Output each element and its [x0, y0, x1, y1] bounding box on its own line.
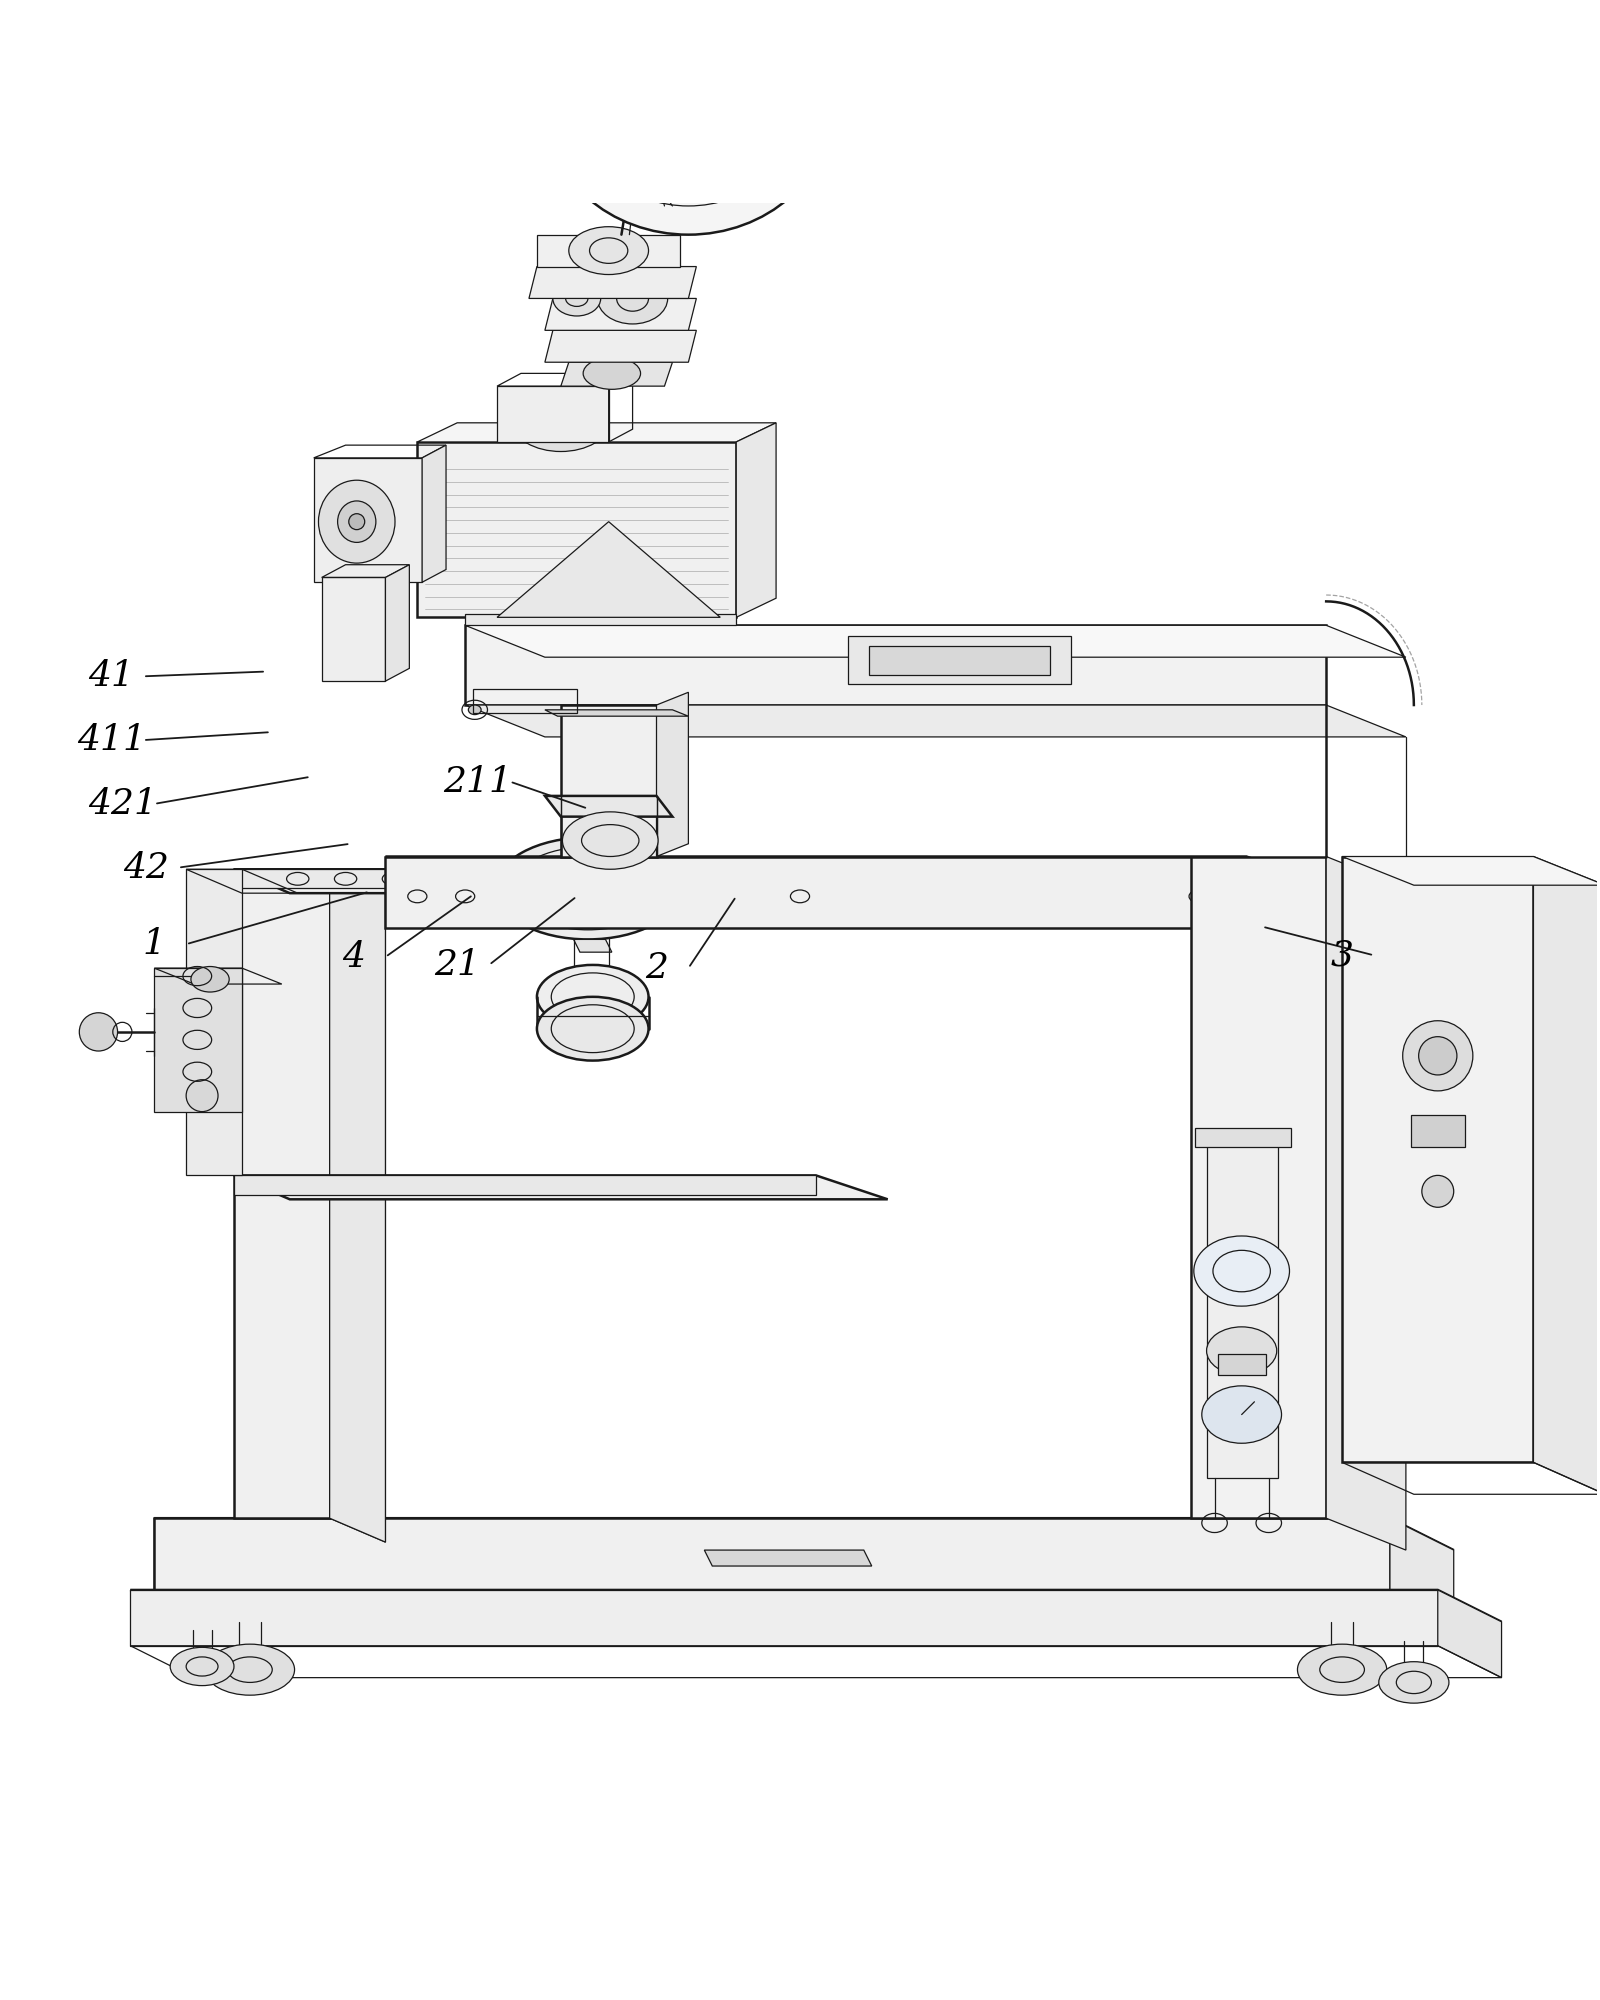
- Polygon shape: [154, 1518, 218, 1622]
- Polygon shape: [848, 636, 1070, 684]
- Polygon shape: [498, 386, 608, 442]
- Ellipse shape: [554, 280, 600, 316]
- Ellipse shape: [538, 996, 648, 1060]
- Polygon shape: [1438, 1590, 1501, 1678]
- Ellipse shape: [1422, 1176, 1454, 1208]
- Polygon shape: [1195, 1128, 1291, 1146]
- Polygon shape: [186, 870, 242, 1176]
- Polygon shape: [386, 882, 848, 894]
- Ellipse shape: [1379, 1662, 1450, 1704]
- Text: 211: 211: [443, 764, 512, 798]
- Polygon shape: [314, 458, 422, 582]
- Polygon shape: [1390, 1518, 1454, 1622]
- Polygon shape: [538, 234, 680, 266]
- Ellipse shape: [582, 358, 640, 390]
- Polygon shape: [498, 522, 720, 618]
- Polygon shape: [422, 446, 446, 582]
- Ellipse shape: [669, 92, 707, 124]
- Ellipse shape: [546, 0, 832, 234]
- Polygon shape: [1533, 856, 1600, 1494]
- Ellipse shape: [538, 964, 648, 1028]
- Polygon shape: [386, 564, 410, 682]
- Polygon shape: [573, 940, 611, 952]
- Ellipse shape: [570, 226, 648, 274]
- Polygon shape: [386, 856, 1326, 886]
- Polygon shape: [704, 1550, 872, 1566]
- Ellipse shape: [1419, 1036, 1458, 1074]
- Text: 3: 3: [1331, 938, 1354, 972]
- Ellipse shape: [469, 706, 482, 714]
- Polygon shape: [736, 422, 776, 618]
- Polygon shape: [546, 330, 696, 362]
- Polygon shape: [466, 626, 1406, 658]
- Text: 42: 42: [123, 850, 170, 884]
- Polygon shape: [154, 1518, 1390, 1590]
- Polygon shape: [330, 870, 386, 1542]
- Polygon shape: [1342, 856, 1600, 886]
- Polygon shape: [466, 614, 736, 626]
- Text: 41: 41: [88, 660, 134, 694]
- Ellipse shape: [318, 480, 395, 564]
- Ellipse shape: [338, 500, 376, 542]
- Polygon shape: [1246, 856, 1326, 956]
- Ellipse shape: [496, 838, 680, 940]
- Polygon shape: [234, 870, 330, 1518]
- Polygon shape: [418, 442, 736, 618]
- Polygon shape: [234, 870, 888, 894]
- Polygon shape: [530, 266, 696, 298]
- Polygon shape: [1411, 1114, 1466, 1146]
- Ellipse shape: [1206, 1326, 1277, 1374]
- Text: 1: 1: [142, 928, 166, 962]
- Polygon shape: [386, 856, 1246, 928]
- Text: 2: 2: [645, 952, 669, 986]
- Ellipse shape: [1403, 1020, 1474, 1090]
- Polygon shape: [466, 626, 1326, 706]
- Polygon shape: [330, 870, 386, 1542]
- Polygon shape: [130, 1590, 1501, 1622]
- Ellipse shape: [632, 60, 744, 154]
- Ellipse shape: [349, 514, 365, 530]
- Polygon shape: [1218, 1354, 1266, 1374]
- Text: 4: 4: [342, 940, 365, 974]
- Ellipse shape: [514, 394, 608, 452]
- Ellipse shape: [1202, 1386, 1282, 1444]
- Polygon shape: [234, 1176, 816, 1194]
- Ellipse shape: [205, 1644, 294, 1696]
- Polygon shape: [546, 710, 688, 716]
- Text: 421: 421: [88, 786, 157, 820]
- Polygon shape: [234, 870, 386, 894]
- Ellipse shape: [80, 1012, 117, 1052]
- Polygon shape: [154, 1518, 1454, 1550]
- Ellipse shape: [1194, 1236, 1290, 1306]
- Polygon shape: [546, 298, 696, 330]
- Polygon shape: [562, 706, 656, 856]
- Polygon shape: [1190, 856, 1326, 1518]
- Polygon shape: [656, 692, 688, 856]
- Polygon shape: [1342, 856, 1533, 1462]
- Ellipse shape: [1298, 1644, 1387, 1696]
- Polygon shape: [1206, 1144, 1278, 1478]
- Polygon shape: [546, 796, 672, 816]
- Polygon shape: [869, 646, 1050, 674]
- Polygon shape: [130, 1590, 1438, 1646]
- Polygon shape: [234, 870, 816, 888]
- Text: 21: 21: [434, 948, 480, 982]
- Polygon shape: [562, 362, 672, 386]
- Polygon shape: [466, 706, 1406, 736]
- Ellipse shape: [597, 272, 667, 324]
- Ellipse shape: [190, 966, 229, 992]
- Text: 411: 411: [77, 724, 146, 758]
- Polygon shape: [1326, 856, 1406, 1550]
- Ellipse shape: [563, 812, 658, 870]
- Polygon shape: [234, 1176, 888, 1200]
- Polygon shape: [418, 422, 776, 442]
- Polygon shape: [154, 968, 242, 1112]
- Ellipse shape: [186, 1080, 218, 1112]
- Ellipse shape: [170, 1648, 234, 1686]
- Ellipse shape: [554, 870, 622, 908]
- Polygon shape: [322, 578, 386, 682]
